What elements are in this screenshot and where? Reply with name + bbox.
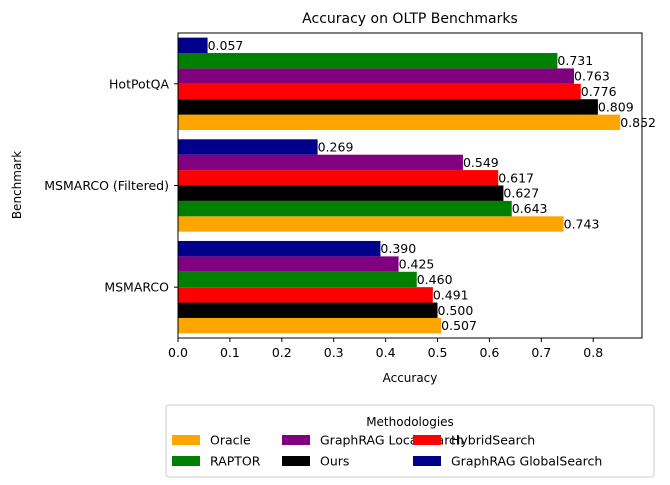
x-tick-label: 0.5 xyxy=(428,345,448,360)
bar-hotpotqa-oracle xyxy=(178,114,621,131)
x-tick-label: 0.1 xyxy=(220,345,240,360)
y-axis-ticks: HotPotQA MSMARCO (Filtered) MSMARCO xyxy=(44,76,178,295)
legend-label-ours: Ours xyxy=(320,454,349,469)
bar-msmarco-filtered-hybridsearch xyxy=(178,170,499,186)
bar-msmarco-oracle xyxy=(178,317,442,334)
bar-value-label: 0.269 xyxy=(318,140,354,155)
bar-value-label: 0.460 xyxy=(417,272,453,287)
bar-msmarco-filtered-graphrag-globalsearch xyxy=(178,139,318,155)
legend-swatch-oracle xyxy=(172,435,200,445)
bar-msmarco-filtered-graphrag-localsearch xyxy=(178,154,463,171)
y-tick-label: HotPotQA xyxy=(109,76,169,91)
chart-title: Accuracy on OLTP Benchmarks xyxy=(302,11,518,27)
legend-items: Oracle RAPTOR GraphRAG LocalSearch Ours Hybr… xyxy=(172,433,602,469)
bar-value-label: 0.743 xyxy=(564,217,600,232)
legend-label-graphrag-localsearch: GraphRAG LocalSearch xyxy=(320,433,464,448)
bar-value-label: 0.549 xyxy=(463,155,499,170)
legend-swatch-hybridsearch xyxy=(413,435,441,445)
bar-hotpotqa-ours xyxy=(178,99,598,115)
bar-msmarco-graphrag-globalsearch xyxy=(178,240,381,257)
bar-value-label: 0.627 xyxy=(503,186,539,201)
x-tick-label: 0.6 xyxy=(479,345,499,360)
x-tick-label: 0.2 xyxy=(272,345,292,360)
legend-swatch-graphrag-globalsearch xyxy=(413,456,441,466)
bar-value-label: 0.776 xyxy=(581,84,617,99)
y-tick-label: MSMARCO (Filtered) xyxy=(44,178,169,193)
legend-label-hybridsearch: HybridSearch xyxy=(451,433,535,448)
bar-hotpotqa-graphrag-globalsearch xyxy=(178,37,208,54)
bar-value-label: 0.617 xyxy=(498,170,534,185)
x-axis-ticks: 0.0 0.1 0.2 0.3 0.4 0.5 0.6 0.7 0.8 xyxy=(168,338,603,360)
x-tick-label: 0.8 xyxy=(583,345,603,360)
bar-value-label: 0.057 xyxy=(208,38,244,53)
x-tick-label: 0.3 xyxy=(324,345,344,360)
legend: Methodologies Oracle RAPTOR GraphRAG Local… xyxy=(165,404,655,478)
x-axis-label: Accuracy xyxy=(383,371,438,385)
bar-value-label: 0.491 xyxy=(433,287,469,302)
bar-value-label: 0.643 xyxy=(512,201,548,216)
y-axis-label: Benchmark xyxy=(10,151,24,219)
y-tick-label: MSMARCO xyxy=(104,280,169,295)
legend-swatch-ours xyxy=(282,456,310,466)
x-tick-label: 0.0 xyxy=(168,345,188,360)
bar-msmarco-ours xyxy=(178,302,438,318)
legend-title: Methodologies xyxy=(366,415,454,429)
legend-swatch-graphrag-localsearch xyxy=(282,435,310,445)
bars-layer xyxy=(178,37,621,334)
bar-hotpotqa-raptor xyxy=(178,53,558,69)
bar-hotpotqa-graphrag-localsearch xyxy=(178,68,575,84)
bar-value-label: 0.731 xyxy=(557,53,593,68)
bar-value-label: 0.763 xyxy=(574,69,610,84)
bar-msmarco-raptor xyxy=(178,271,417,288)
bar-value-label: 0.852 xyxy=(620,115,656,130)
bar-msmarco-filtered-oracle xyxy=(178,216,564,232)
legend-swatch-raptor xyxy=(172,456,200,466)
x-tick-label: 0.4 xyxy=(376,345,396,360)
legend-label-raptor: RAPTOR xyxy=(210,454,261,469)
bar-hotpotqa-hybridsearch xyxy=(178,83,581,100)
bar-msmarco-filtered-ours xyxy=(178,185,504,201)
bar-msmarco-graphrag-localsearch xyxy=(178,256,399,272)
legend-label-graphrag-globalsearch: GraphRAG GlobalSearch xyxy=(451,454,602,469)
bar-msmarco-hybridsearch xyxy=(178,287,433,303)
bar-value-label: 0.500 xyxy=(438,303,474,318)
bar-value-label: 0.507 xyxy=(441,318,477,333)
bar-msmarco-filtered-raptor xyxy=(178,200,512,217)
legend-label-oracle: Oracle xyxy=(210,433,251,448)
bar-value-label: 0.425 xyxy=(399,257,435,272)
x-tick-label: 0.7 xyxy=(531,345,551,360)
bar-value-label: 0.809 xyxy=(598,99,634,114)
bar-value-label: 0.390 xyxy=(380,241,416,256)
